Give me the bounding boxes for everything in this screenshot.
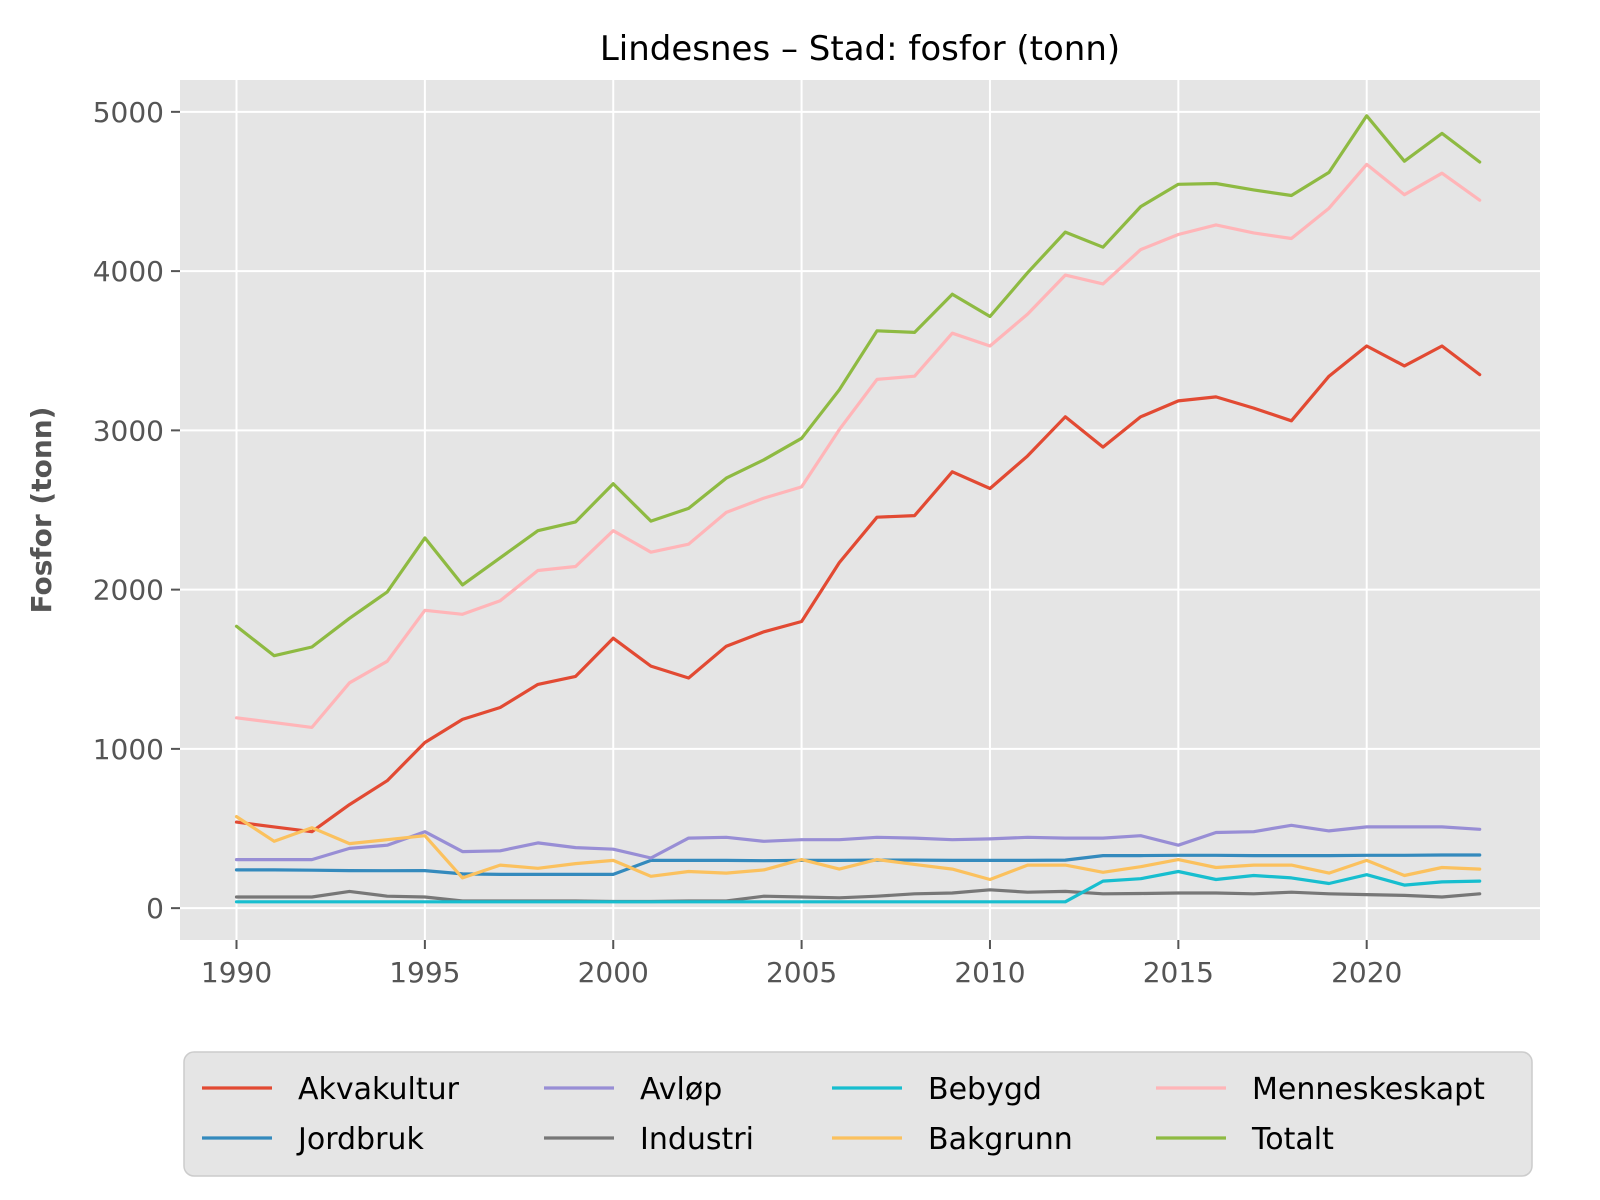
legend-label-industri: Industri [640, 1122, 754, 1157]
legend-label-bebygd: Bebygd [928, 1072, 1042, 1107]
x-tick-label: 2010 [954, 956, 1025, 989]
series-line-bebygd [234, 869, 1482, 904]
series-lines [234, 114, 1482, 904]
y-tick-label: 5000 [93, 96, 164, 129]
series-line-bakgrunn [234, 814, 1482, 882]
y-tick-label: 3000 [93, 414, 164, 447]
series-line-menneskeskapt [234, 162, 1482, 730]
legend-label-totalt: Totalt [1251, 1122, 1334, 1157]
y-axis-label: Fosfor (tonn) [25, 407, 58, 614]
y-tick-label: 2000 [93, 574, 164, 607]
x-tick-label: 2015 [1143, 956, 1214, 989]
x-tick-label: 2005 [766, 956, 837, 989]
x-tick-label: 1995 [389, 956, 460, 989]
x-tick-label: 2020 [1331, 956, 1402, 989]
x-tick-label: 2000 [578, 956, 649, 989]
plot-background [180, 80, 1540, 940]
legend-label-bakgrunn: Bakgrunn [928, 1122, 1073, 1157]
series-line-totalt [234, 114, 1482, 658]
x-tick-label: 1990 [201, 956, 272, 989]
y-gridlines [180, 110, 1540, 910]
y-tick-label: 0 [146, 892, 164, 925]
y-axis: 0 1000 2000 3000 4000 5000 [93, 96, 180, 925]
legend-label-akvakultur: Akvakultur [298, 1072, 460, 1107]
legend-label-jordbruk: Jordbruk [296, 1122, 424, 1157]
legend-label-avl-p: Avløp [640, 1072, 722, 1107]
series-line-jordbruk [234, 853, 1482, 877]
series-line-akvakultur [234, 344, 1482, 834]
y-tick-label: 4000 [93, 255, 164, 288]
series-line-avl-p [234, 823, 1482, 862]
x-axis: 1990 1995 2000 2005 2010 2015 2020 [201, 940, 1402, 989]
y-tick-label: 1000 [93, 733, 164, 766]
legend-box [183, 1051, 1533, 1177]
chart-title: Lindesnes – Stad: fosfor (tonn) [600, 29, 1120, 69]
series-line-industri [234, 888, 1482, 904]
legend-label-menneskeskapt: Menneskeskapt [1252, 1072, 1485, 1107]
x-gridlines [235, 80, 1368, 940]
legend: Akvakultur Jordbruk Avløp Industri Bebygd Bak… [202, 1072, 1485, 1157]
